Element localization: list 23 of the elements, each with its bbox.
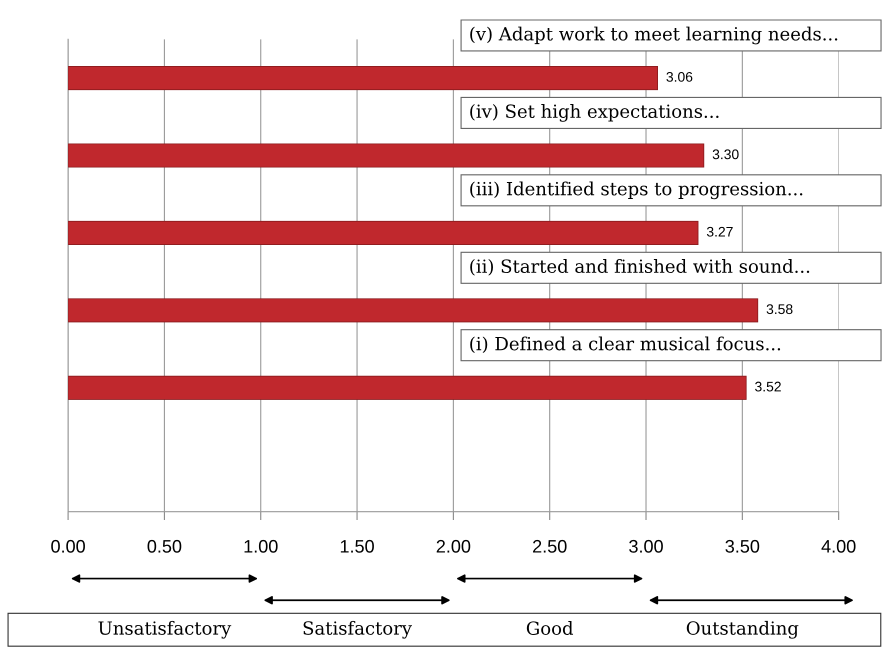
x-tick-label: 3.50 [725,540,760,553]
data-label: 3.06 [666,72,692,82]
x-tick-label: 4.00 [822,540,856,553]
text: Unsatisfactory [98,620,232,639]
y-tick-label: (iii) Identified steps to progression... [470,181,802,200]
x-tick-label: 0.50 [148,540,182,553]
text: Good [526,621,574,635]
data-label: 3.58 [766,304,793,314]
y-tick-label: (i) Defined a clear musical focus... [470,336,780,353]
x-tick-label: 1.50 [340,540,374,553]
x-tick-label: 3.00 [629,540,663,553]
data-label: 3.30 [712,149,739,160]
text: Outstanding [686,620,798,639]
x-tick-label: 2.00 [436,540,470,553]
data-label: 3.27 [706,226,733,237]
y-tick-label: (ii) Started and finished with sound... [470,259,810,276]
text: Satisfactory [304,620,412,639]
x-tick-label: 1.00 [244,540,278,553]
x-tick-label: 0.00 [51,540,85,553]
data-label: 3.52 [755,382,781,392]
x-tick-label: 2.50 [533,540,567,553]
y-tick-label: (v) Adapt work to meet learning needs... [470,26,838,44]
y-tick-label: (iv) Set high expectations... [470,104,719,122]
